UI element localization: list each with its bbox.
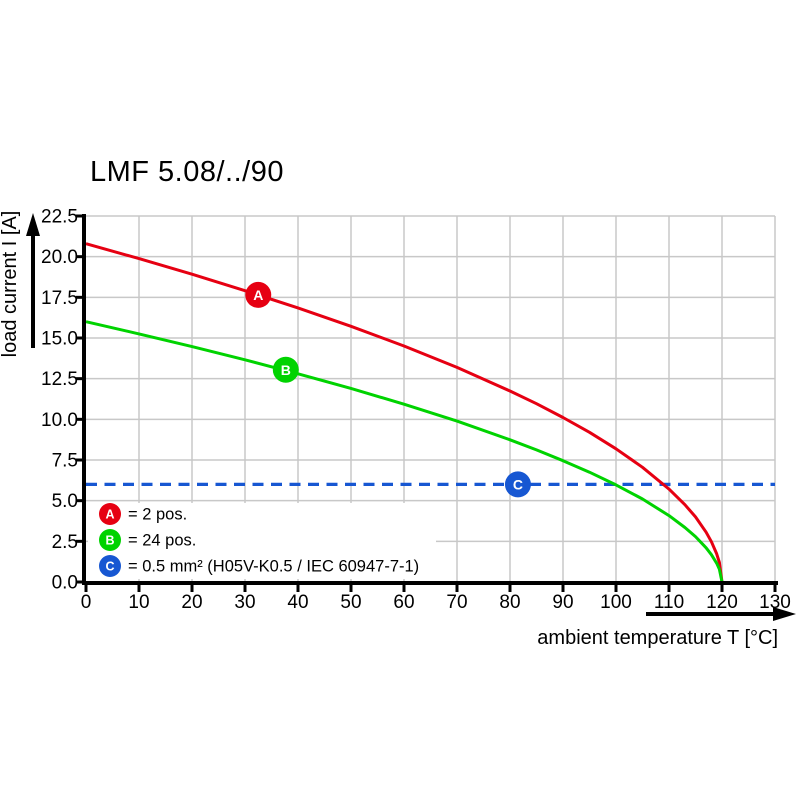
marker-A [245,281,272,308]
legend-label-A: = 2 pos. [128,506,187,524]
chart-title: LMF 5.08/../90 [90,156,284,188]
legend-letter-B: B [105,534,114,548]
y-tick-label: 20.0 [41,247,78,268]
marker-C [504,471,531,498]
x-tick-label: 60 [393,592,414,613]
marker-letter-A: A [253,287,263,303]
x-tick-label: 90 [552,592,573,613]
marker-letter-B: B [281,362,291,378]
x-tick-label: 0 [81,592,92,613]
x-tick-label: 80 [499,592,520,613]
y-tick-label: 12.5 [41,369,78,390]
y-tick-label: 0.0 [52,573,78,594]
y-tick-label: 5.0 [52,491,78,512]
x-axis-arrow-head-icon [773,607,796,621]
x-tick-label: 110 [654,592,684,613]
marker-B [272,356,299,383]
x-tick-label: 100 [600,592,632,613]
y-axis-arrow-head-icon [26,213,40,236]
curve-A [85,242,724,583]
legend-label-C: = 0.5 mm² (H05V-K0.5 / IEC 60947-7-1) [128,558,419,576]
marker-letter-C: C [513,477,523,493]
x-tick-label: 10 [128,592,149,613]
x-tick-label: 20 [181,592,202,613]
legend-letter-A: A [105,508,114,522]
x-tick-label: 30 [234,592,255,613]
y-tick-label: 15.0 [41,328,78,349]
x-tick-label: 130 [759,592,791,613]
x-tick-label: 40 [287,592,308,613]
curve-B [85,320,724,583]
legend-backdrop [88,503,436,579]
y-axis-label: load current I [A] [0,211,21,358]
y-tick-label: 7.5 [52,450,78,471]
x-axis-label: ambient temperature T [°C] [537,627,778,649]
y-tick-label: 2.5 [52,532,78,553]
legend-letter-C: C [105,560,114,574]
x-tick-label: 120 [706,592,738,613]
y-tick-label: 10.0 [41,410,78,431]
x-tick-label: 50 [340,592,361,613]
y-tick-label: 22.5 [41,206,78,227]
y-tick-label: 17.5 [41,288,78,309]
x-tick-label: 70 [446,592,467,613]
legend-swatch-A [99,503,121,525]
legend-label-B: = 24 pos. [128,532,196,550]
legend-swatch-C [99,555,121,577]
legend-swatch-B [99,529,121,551]
